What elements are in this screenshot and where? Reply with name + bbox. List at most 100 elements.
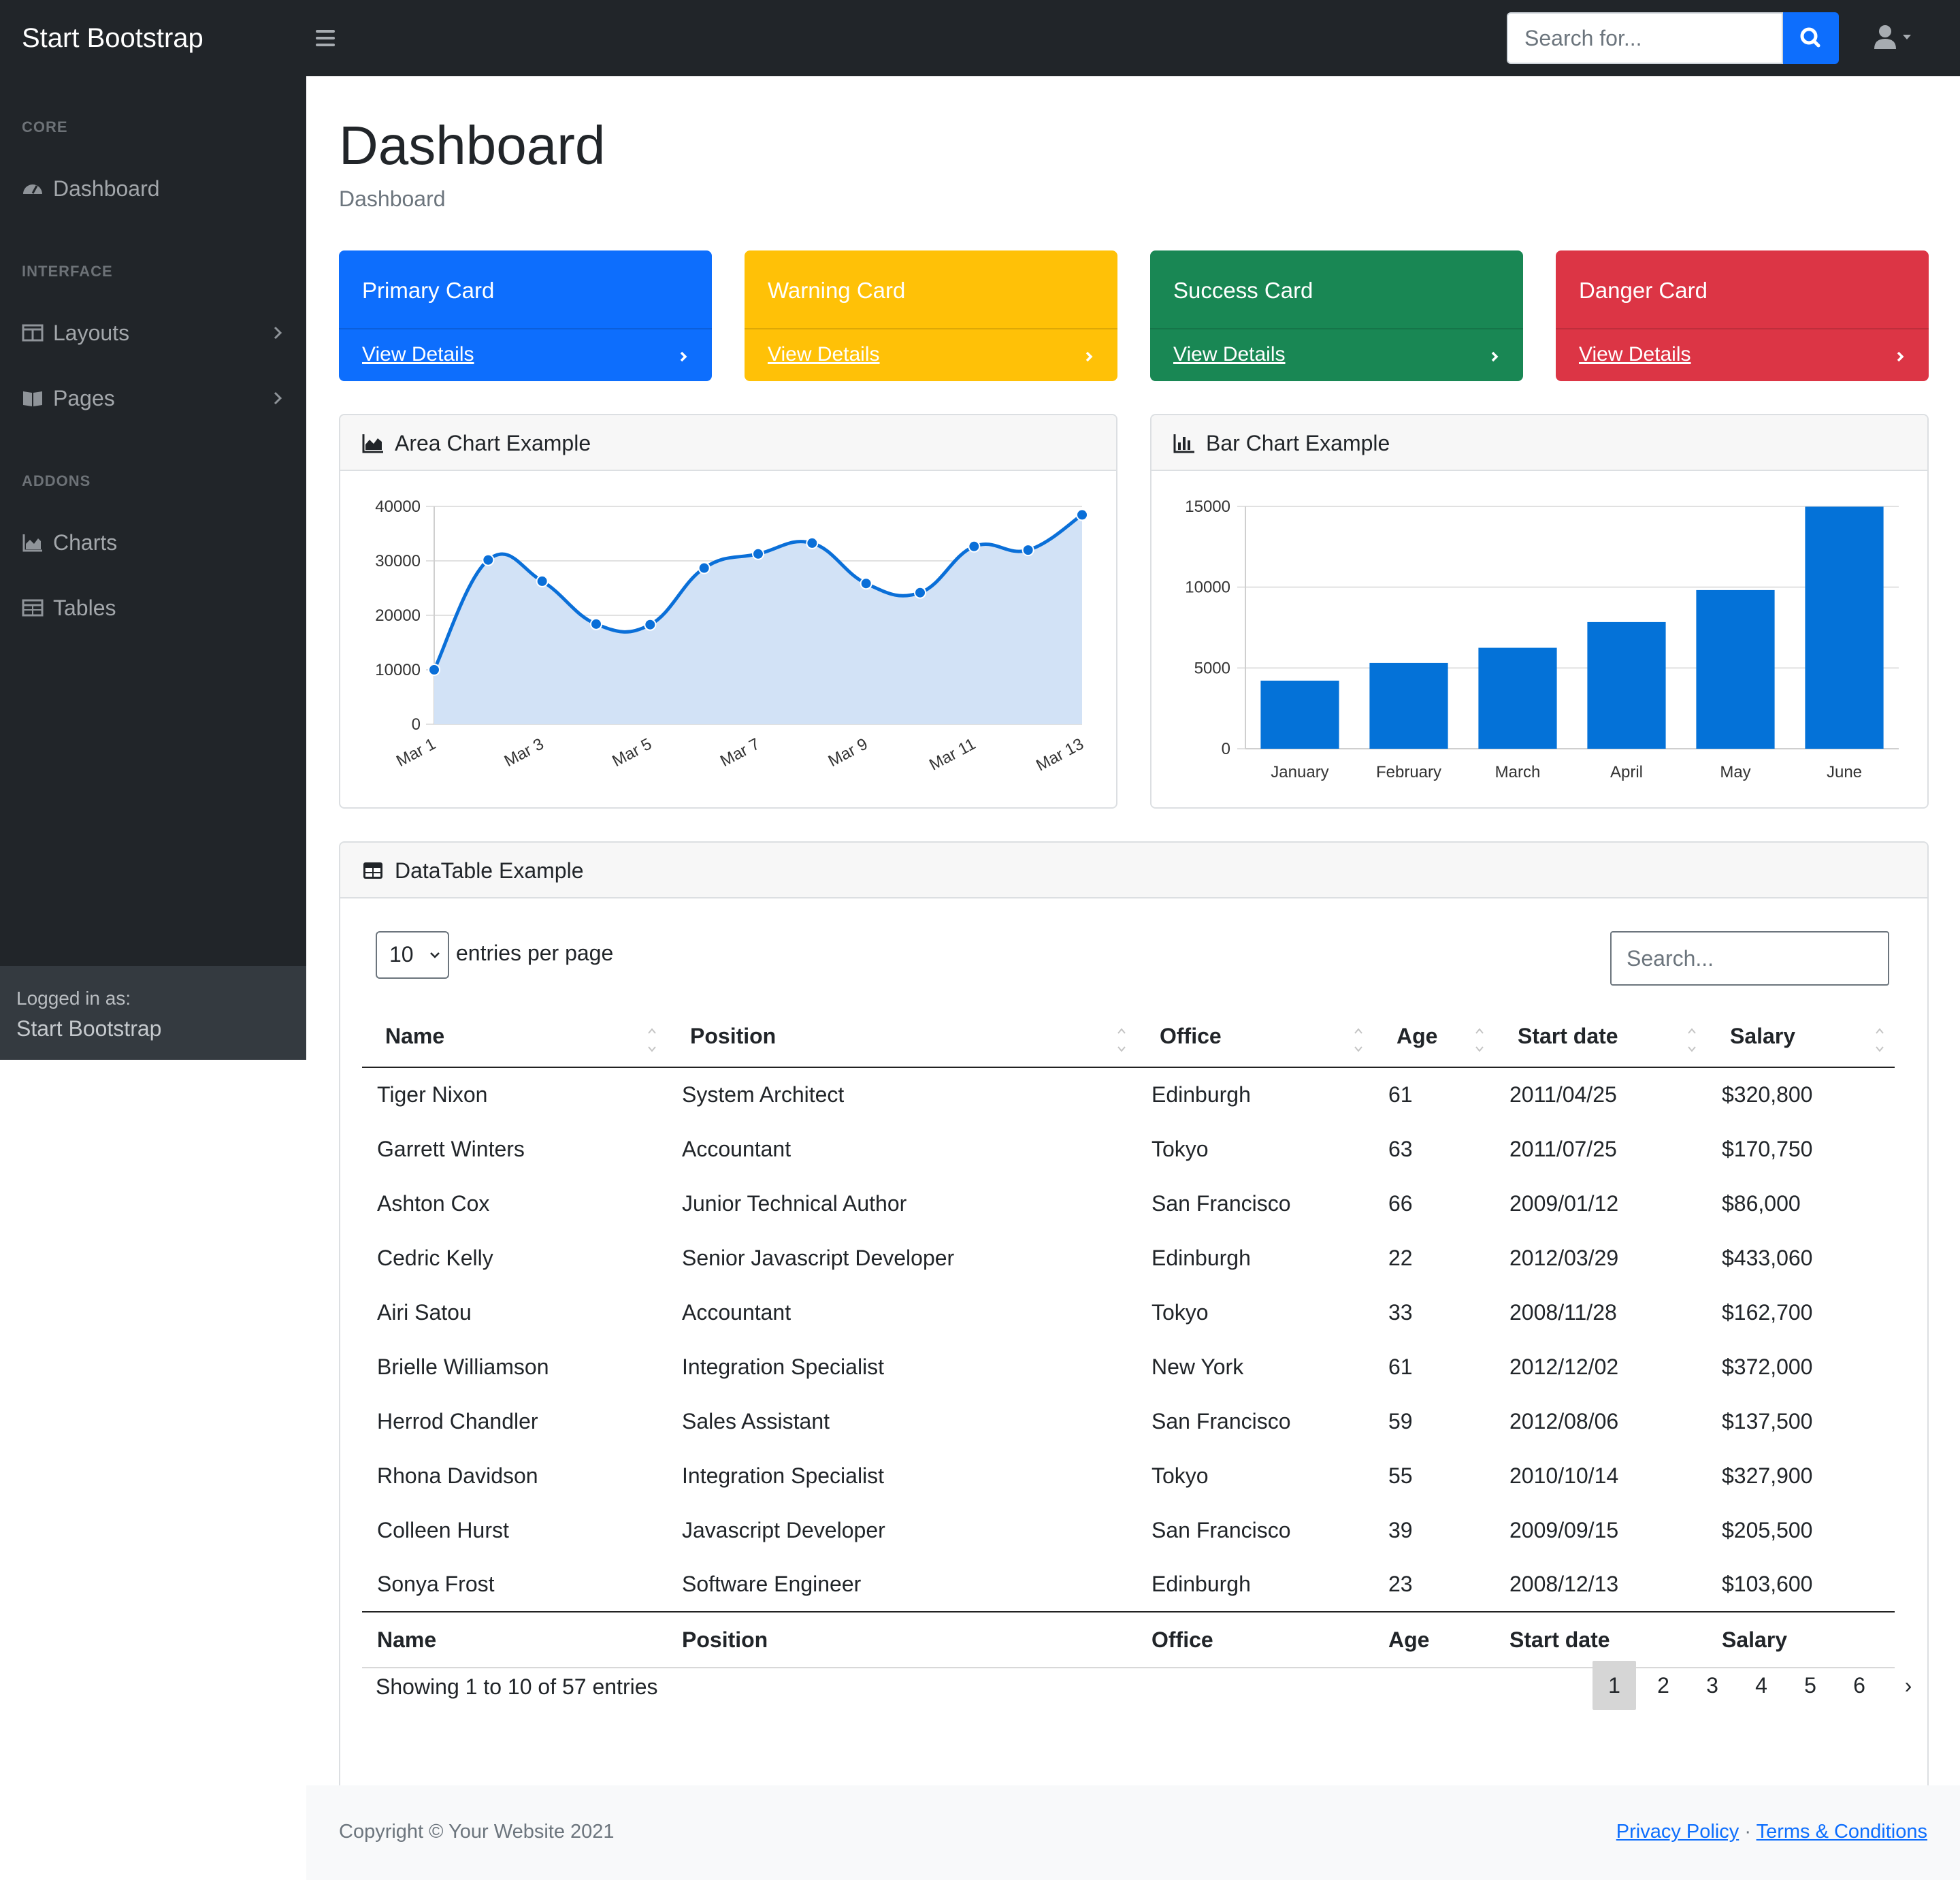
sort-icon: [1475, 1028, 1484, 1052]
table-cell: 2011/07/25: [1509, 1136, 1617, 1161]
bar: [1369, 662, 1448, 749]
view-details-link[interactable]: View Details: [1173, 343, 1286, 366]
sort-icon: [1876, 1028, 1884, 1052]
sidebar-toggle-icon[interactable]: [316, 26, 335, 50]
data-point: [590, 617, 602, 630]
page-button[interactable]: 6: [1853, 1673, 1865, 1698]
privacy-policy-link[interactable]: Privacy Policy: [1616, 1821, 1740, 1843]
column-header-label: Age: [1396, 1024, 1438, 1048]
table-cell: Tokyo: [1152, 1299, 1209, 1325]
page-button[interactable]: 4: [1755, 1673, 1767, 1698]
column-header[interactable]: Age: [1373, 1006, 1494, 1068]
x-tick-label: May: [1720, 763, 1750, 781]
table-cell: 2010/10/14: [1509, 1463, 1619, 1488]
column-header[interactable]: Office: [1137, 1006, 1373, 1068]
table-cell: Edinburgh: [1152, 1245, 1251, 1270]
column-footer: Start date: [1494, 1611, 1707, 1668]
table-footer-row: Name Position Office Age Start date Salary: [362, 1611, 1895, 1668]
table-cell: 22: [1388, 1245, 1413, 1270]
chevron-right-icon: [1491, 351, 1499, 362]
column-header-label: Start date: [1518, 1024, 1618, 1048]
data-table: Name Position Office Age Start date Salary Ti…: [362, 1006, 1895, 1668]
table-cell: Rhona Davidson: [377, 1463, 538, 1488]
table-cell: Software Engineer: [682, 1572, 862, 1596]
chart-bar-icon: [1173, 434, 1194, 453]
sidebar-item-charts[interactable]: Charts: [0, 518, 306, 566]
data-point: [968, 540, 981, 553]
view-details-link[interactable]: View Details: [768, 343, 880, 366]
brand-link[interactable]: Start Bootstrap: [22, 23, 203, 53]
navbar-search-input[interactable]: [1507, 12, 1783, 64]
table-cell: 23: [1388, 1572, 1413, 1596]
table-cell: San Francisco: [1152, 1190, 1291, 1216]
page-button[interactable]: 1: [1592, 1661, 1636, 1710]
table-cell: Integration Specialist: [682, 1463, 885, 1488]
card-header: Bar Chart Example: [1152, 415, 1927, 471]
y-tick-label: 20000: [375, 606, 421, 625]
table-icon: [22, 599, 44, 617]
sidebar-item-tables[interactable]: Tables: [0, 583, 306, 631]
sidebar-heading-interface: INTERFACE: [22, 263, 113, 280]
table-search-input[interactable]: [1610, 931, 1889, 986]
table-cell: Accountant: [682, 1136, 791, 1161]
danger-card: Danger Card View Details: [1556, 250, 1929, 381]
table-cell: Ashton Cox: [377, 1190, 490, 1216]
page-button[interactable]: 2: [1657, 1673, 1669, 1698]
terms-link[interactable]: Terms & Conditions: [1756, 1821, 1927, 1843]
data-point: [644, 618, 657, 631]
table-cell: 61: [1388, 1082, 1413, 1107]
sort-icon: [648, 1028, 656, 1052]
x-tick-label: April: [1610, 763, 1643, 781]
y-tick-label: 10000: [1185, 579, 1230, 597]
chevron-right-icon: [274, 326, 282, 340]
main-content: Dashboard Dashboard Primary Card View De…: [306, 76, 1960, 1880]
table-cell: 39: [1388, 1517, 1413, 1542]
table-cell: $86,000: [1722, 1190, 1801, 1216]
table-row: Ashton Cox Junior Technical Author San Fra…: [362, 1176, 1895, 1231]
datatable-card: DataTable Example 10 entries per page Na…: [339, 841, 1929, 1830]
entries-per-page-value: 10: [389, 942, 414, 967]
column-header[interactable]: Name: [362, 1006, 667, 1068]
table-cell: Colleen Hurst: [377, 1517, 509, 1542]
x-tick-label: March: [1495, 763, 1541, 781]
table-cell: $433,060: [1722, 1245, 1813, 1270]
column-header[interactable]: Salary: [1707, 1006, 1895, 1068]
data-point: [914, 586, 926, 599]
view-details-link[interactable]: View Details: [1579, 343, 1691, 366]
book-open-icon: [23, 391, 42, 406]
page-button[interactable]: 3: [1706, 1673, 1718, 1698]
table-cell: Accountant: [682, 1299, 791, 1325]
table-row: Herrod Chandler Sales Assistant San Franci…: [362, 1394, 1895, 1448]
success-card: Success Card View Details: [1150, 250, 1523, 381]
column-header-label: Name: [385, 1024, 445, 1048]
table-cell: $162,700: [1722, 1299, 1813, 1325]
sidebar-item-layouts[interactable]: Layouts: [0, 308, 306, 356]
column-footer: Position: [667, 1611, 1137, 1668]
data-point: [1076, 508, 1088, 521]
sidebar-item-pages[interactable]: Pages: [0, 374, 306, 421]
table-cell: $103,600: [1722, 1572, 1813, 1596]
next-page-button[interactable]: ›: [1904, 1673, 1912, 1698]
entries-per-page-label: entries per page: [456, 941, 614, 965]
x-tick-label: Mar 7: [717, 734, 763, 771]
column-footer: Salary: [1707, 1611, 1895, 1668]
bar-chart: 0 5000 10000 15000 January February March April…: [1185, 498, 1899, 781]
card-header: DataTable Example: [340, 843, 1927, 898]
tachometer-icon: [23, 184, 42, 194]
column-header[interactable]: Start date: [1494, 1006, 1707, 1068]
table-row: Brielle Williamson Integration Specialist…: [362, 1340, 1895, 1394]
card-title: Primary Card: [362, 278, 495, 303]
table-cell: Javascript Developer: [682, 1517, 885, 1542]
table-cell: Senior Javascript Developer: [682, 1245, 955, 1270]
navbar-search-button[interactable]: [1783, 12, 1839, 64]
column-header[interactable]: Position: [667, 1006, 1137, 1068]
table-cell: Sonya Frost: [377, 1572, 495, 1596]
column-footer: Age: [1373, 1611, 1494, 1668]
table-row: Colleen Hurst Javascript Developer San Fra…: [362, 1503, 1895, 1557]
card-header-title: Area Chart Example: [395, 431, 591, 455]
page-button[interactable]: 5: [1804, 1673, 1816, 1698]
view-details-link[interactable]: View Details: [362, 343, 474, 366]
entries-per-page-select[interactable]: 10: [376, 931, 449, 979]
sidebar-item-dashboard[interactable]: Dashboard: [0, 164, 306, 212]
user-dropdown[interactable]: [1872, 23, 1919, 53]
